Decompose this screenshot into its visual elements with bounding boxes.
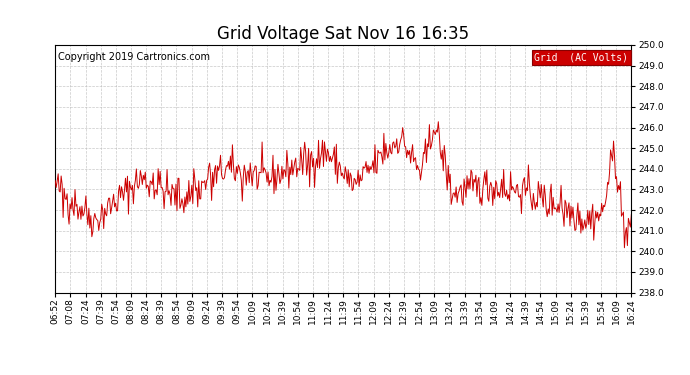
Text: Copyright 2019 Cartronics.com: Copyright 2019 Cartronics.com (58, 53, 210, 62)
Text: Grid  (AC Volts): Grid (AC Volts) (535, 53, 629, 62)
Title: Grid Voltage Sat Nov 16 16:35: Grid Voltage Sat Nov 16 16:35 (217, 26, 469, 44)
